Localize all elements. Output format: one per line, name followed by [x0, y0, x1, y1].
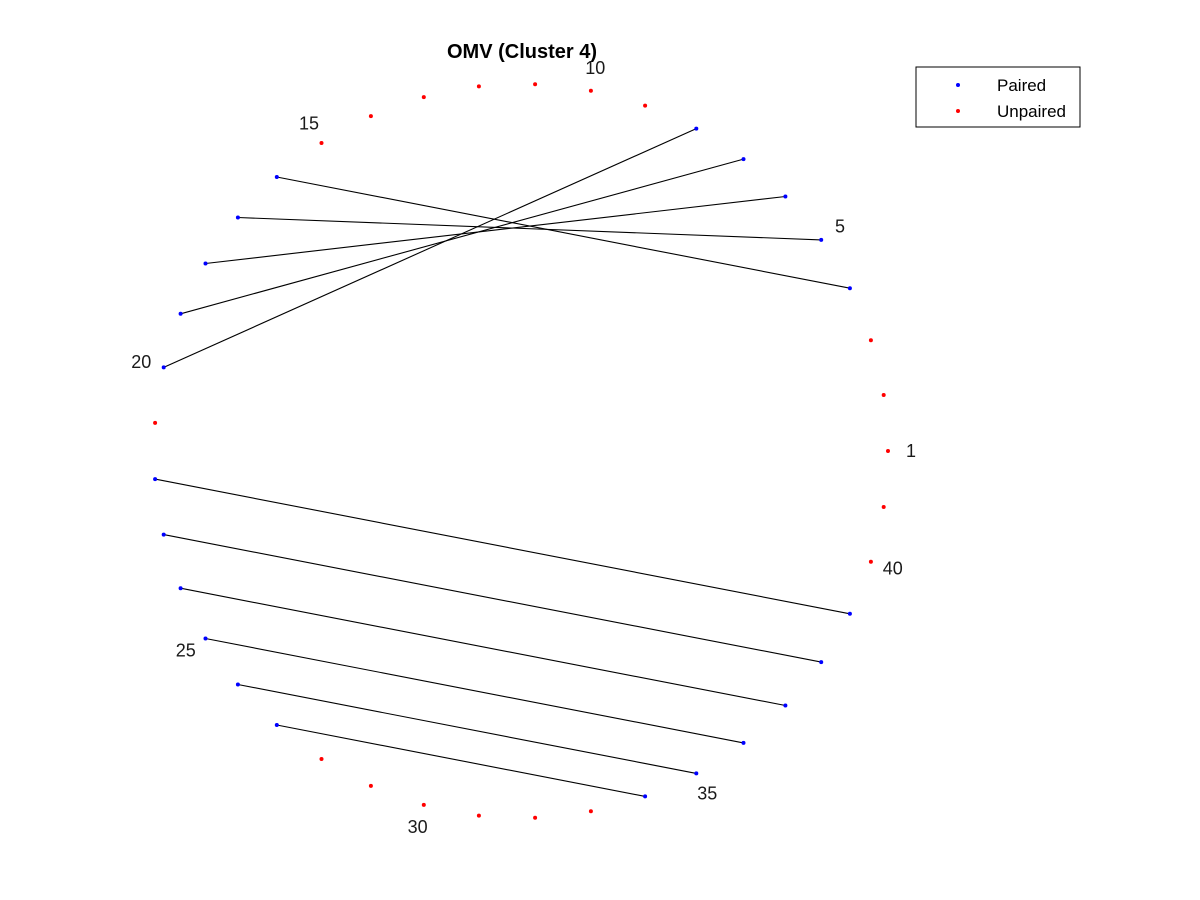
node-label-15: 15: [299, 114, 319, 134]
legend-marker-unpaired: [956, 109, 960, 113]
node-label-25: 25: [176, 640, 196, 660]
pair-line-24-37: [180, 587, 786, 707]
node-point-unpaired-11: [533, 82, 538, 87]
node-point-paired-35: [694, 771, 699, 776]
node-point-unpaired-12: [476, 84, 481, 89]
node-point-unpaired-3: [868, 338, 873, 343]
node-point-paired-39: [847, 611, 852, 616]
pair-lines: [154, 128, 851, 797]
node-point-paired-7: [741, 157, 746, 162]
node-point-paired-23: [161, 532, 166, 537]
pair-line-22-39: [154, 478, 851, 615]
node-point-paired-16: [274, 175, 279, 179]
node-point-paired-37: [783, 703, 788, 708]
node-point-unpaired-14: [368, 114, 373, 119]
legend-label-unpaired: Unpaired: [997, 102, 1066, 121]
node-point-unpaired-13: [421, 95, 426, 100]
node-label-20: 20: [131, 352, 151, 372]
node-point-paired-6: [783, 194, 788, 199]
legend: Paired Unpaired: [915, 66, 1081, 128]
node-point-unpaired-2: [881, 393, 886, 397]
node-point-unpaired-9: [643, 103, 648, 108]
node-point-paired-24: [178, 586, 183, 591]
chart-title: OMV (Cluster 4): [447, 41, 597, 63]
node-point-paired-5: [819, 237, 824, 242]
node-point-unpaired-10: [588, 88, 593, 93]
node-point-unpaired-31: [476, 813, 481, 818]
node-point-unpaired-32: [533, 815, 538, 820]
legend-label-paired: Paired: [997, 76, 1046, 95]
node-points: [153, 82, 890, 820]
pair-line-7-19: [180, 158, 744, 315]
legend-marker-paired: [956, 83, 960, 87]
node-point-paired-17: [235, 215, 240, 220]
pair-line-4-16: [276, 176, 851, 289]
pair-line-5-17: [237, 216, 822, 241]
node-point-paired-38: [819, 660, 824, 665]
node-point-paired-36: [741, 740, 746, 745]
node-point-paired-20: [161, 365, 166, 370]
pair-line-26-35: [237, 683, 697, 774]
node-point-unpaired-1: [886, 449, 890, 453]
node-point-paired-4: [847, 286, 852, 291]
node-point-unpaired-30: [421, 802, 426, 807]
pair-line-27-34: [276, 724, 646, 797]
node-point-unpaired-41: [881, 505, 886, 509]
pair-line-23-38: [163, 534, 822, 663]
node-label-10: 10: [585, 58, 605, 78]
node-point-paired-34: [643, 794, 648, 799]
legend-box: [915, 66, 1081, 128]
node-point-paired-19: [178, 311, 183, 316]
node-point-unpaired-15: [319, 141, 324, 145]
node-point-paired-8: [694, 126, 699, 131]
node-label-40: 40: [883, 559, 903, 579]
node-point-unpaired-33: [588, 809, 593, 814]
node-label-30: 30: [408, 817, 428, 837]
node-point-paired-18: [203, 261, 208, 266]
pair-line-25-36: [205, 637, 744, 744]
node-point-paired-26: [235, 682, 240, 687]
node-point-unpaired-29: [368, 783, 373, 788]
node-label-35: 35: [697, 784, 717, 804]
node-point-paired-22: [153, 477, 158, 482]
node-point-paired-27: [274, 723, 279, 727]
node-point-unpaired-21: [153, 420, 158, 425]
node-point-unpaired-28: [319, 757, 324, 761]
node-label-5: 5: [835, 217, 845, 237]
pair-line-8-20: [163, 128, 697, 368]
node-point-paired-25: [203, 636, 208, 641]
node-label-1: 1: [906, 441, 916, 461]
node-point-unpaired-40: [868, 559, 873, 564]
pair-line-6-18: [205, 195, 786, 265]
